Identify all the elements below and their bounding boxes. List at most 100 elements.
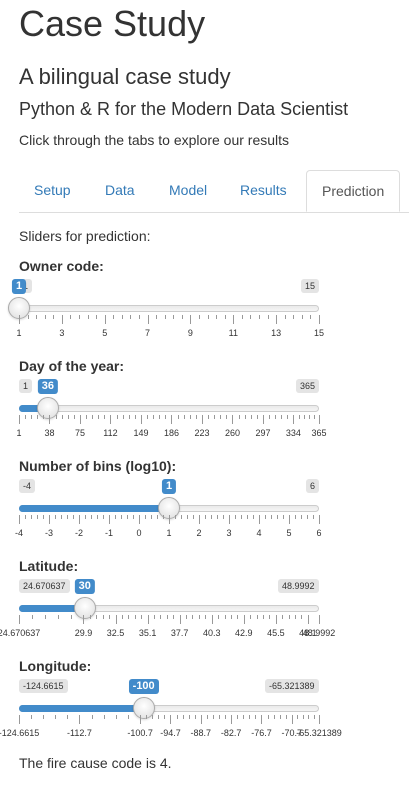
slider-minor-tick	[102, 615, 104, 619]
slider-track[interactable]	[19, 405, 319, 412]
slider-minor-tick	[154, 615, 156, 619]
slider-minor-tick	[283, 515, 284, 519]
slider-minor-tick	[310, 315, 312, 319]
slider-tick-label: -100.7	[127, 728, 153, 738]
slider-tick	[140, 715, 142, 724]
day-of-year-slider[interactable]: 1 365 36 1 38 75 112 149 186 223 260 297 334 365	[0, 379, 409, 453]
slider-tick-label: 260	[224, 428, 240, 438]
slider-minor-tick	[207, 315, 209, 319]
tab-results[interactable]: Results	[240, 182, 287, 198]
slider-minor-tick	[238, 415, 240, 419]
tab-data[interactable]: Data	[105, 182, 135, 198]
slider-tick-label: 48.9992	[302, 628, 336, 638]
slider-tick	[61, 315, 63, 324]
slider-minor-tick	[220, 415, 222, 419]
slider-max-label: 365	[296, 379, 320, 393]
slider-tick	[179, 615, 181, 624]
slider-minor-tick	[31, 715, 33, 719]
slider-minor-tick	[152, 715, 154, 719]
slider-minor-tick	[214, 415, 216, 419]
slider-minor-tick	[177, 415, 179, 419]
slider-minor-tick	[241, 515, 242, 519]
slider-minor-tick	[96, 615, 98, 619]
slider-minor-tick	[256, 615, 258, 619]
slider-minor-tick	[255, 715, 257, 719]
slider-minor-tick	[295, 515, 296, 519]
slider-minor-tick	[31, 515, 32, 519]
slider-grid: 24.670637 29.9 32.5 35.1 37.7 40.3 42.9 45.5 48.…	[0, 615, 335, 645]
slider-minor-tick	[67, 715, 69, 719]
slider-tick-label: 38	[44, 428, 55, 438]
slider-handle[interactable]	[36, 397, 59, 419]
slider-tick-label: 112	[103, 428, 118, 438]
slider-minor-tick	[91, 715, 93, 719]
slider-track[interactable]	[19, 305, 319, 312]
slider-minor-tick	[313, 715, 315, 719]
slider-minor-tick	[301, 515, 302, 519]
slider-minor-tick	[250, 615, 252, 619]
tab-setup[interactable]: Setup	[34, 182, 71, 198]
slider-minor-tick	[186, 615, 188, 619]
slider-tick	[49, 515, 50, 524]
slider-minor-tick	[206, 715, 208, 719]
slider-minor-tick	[195, 415, 197, 419]
number-of-bins-slider[interactable]: -4 6 1 -4 -3 -2 -1 0 1 2 3 4 5 6	[0, 479, 409, 553]
slider-minor-tick	[97, 515, 98, 519]
slider-tick-label: 42.9	[235, 628, 253, 638]
slider-minor-tick	[37, 415, 39, 419]
slider-minor-tick	[73, 415, 75, 419]
slider-fill-bar	[19, 705, 144, 712]
latitude-slider[interactable]: 24.670637 48.9992 30 24.670637 29.9 32.5 35…	[0, 579, 409, 653]
slider-minor-tick	[44, 315, 46, 319]
slider-tick	[19, 415, 20, 424]
slider-minor-tick	[164, 315, 166, 319]
slider-min-label: 1	[19, 379, 33, 393]
slider-tick	[169, 515, 170, 524]
slider-tick	[109, 515, 110, 524]
slider-minor-tick	[301, 315, 303, 319]
slider-minor-tick	[116, 415, 118, 419]
slider-minor-tick	[250, 315, 252, 319]
slider-value-label: 1	[11, 279, 27, 294]
slider-minor-tick	[55, 715, 57, 719]
slider-minor-tick	[182, 715, 184, 719]
slider-tick	[233, 315, 235, 324]
slider-tick-label: 297	[255, 428, 271, 438]
longitude-slider[interactable]: -124.6615 -65.321389 -100 -124.6615 -112.…	[0, 679, 409, 753]
slider-minor-tick	[25, 415, 27, 419]
slider-minor-tick	[173, 315, 175, 319]
tab-prediction[interactable]: Prediction	[306, 170, 401, 212]
slider-tick	[19, 515, 20, 524]
slider-minor-tick	[188, 715, 190, 719]
slider-minor-tick	[226, 415, 228, 419]
slider-minor-tick	[225, 715, 227, 719]
slider-handle[interactable]	[73, 597, 96, 619]
tab-model[interactable]: Model	[169, 182, 208, 198]
slider-minor-tick	[187, 515, 188, 519]
slider-minor-tick	[104, 415, 106, 419]
slider-max-label: 15	[301, 279, 320, 293]
slider-minor-tick	[189, 415, 191, 419]
slider-minor-tick	[163, 515, 164, 519]
slider-minor-tick	[134, 415, 136, 419]
slider-tick	[319, 715, 320, 724]
slider-minor-tick	[31, 415, 33, 419]
slider-value-label: -100	[128, 679, 159, 694]
slider-minor-tick	[313, 415, 315, 419]
slider-handle[interactable]	[132, 697, 155, 719]
slider-tick-label: 24.670637	[0, 628, 41, 638]
slider-grid: 1 38 75 112 149 186 223 260 297 334 365	[16, 415, 327, 445]
slider-minor-tick	[61, 515, 62, 519]
slider-max-label: -65.321389	[265, 679, 319, 693]
slider-value-label: 30	[74, 579, 95, 594]
slider-minor-tick	[205, 615, 207, 619]
slider-tick-label: 149	[133, 428, 149, 438]
slider-tick-label: 7	[145, 328, 151, 338]
slider-tick	[79, 415, 81, 424]
slider-minor-tick	[295, 615, 297, 619]
slider-minor-tick	[269, 415, 271, 419]
slider-minor-tick	[53, 315, 55, 319]
slider-minor-tick	[103, 515, 104, 519]
slider-tick	[170, 715, 172, 724]
